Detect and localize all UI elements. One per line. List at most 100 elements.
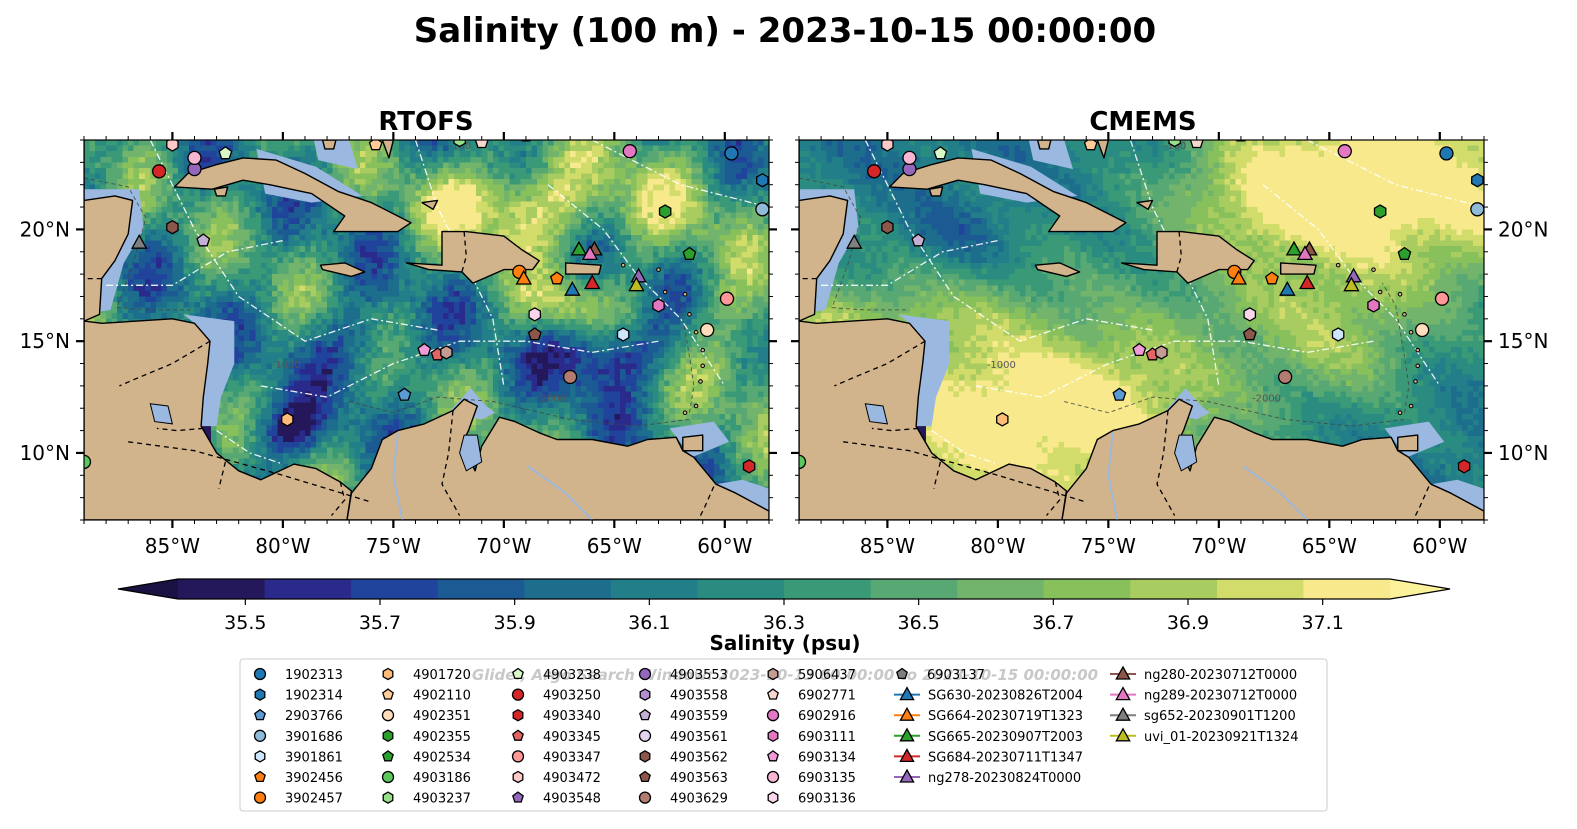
argo-float-6903134 — [1132, 342, 1147, 357]
legend-label: 4902534 — [413, 750, 471, 765]
glider-uvi_01-20230921T1324 — [1343, 276, 1360, 292]
legend-entry: 3902457 — [253, 791, 343, 807]
colorbar-segment — [1130, 579, 1218, 599]
argo-float-4903629 — [1277, 369, 1293, 385]
legend-label: 4903345 — [543, 730, 601, 745]
legend-label: 4903340 — [543, 709, 601, 724]
glider-SG665-20230907T2003 — [570, 240, 588, 256]
glider-ng289-20230712T0000 — [1296, 245, 1314, 261]
legend-entry: 4903347 — [511, 750, 601, 765]
legend-label: 1902314 — [285, 689, 343, 704]
argo-float-6903111 — [1367, 298, 1380, 313]
argo-float-3901686 — [1470, 202, 1484, 217]
lon-tick-label: 65°W — [1302, 534, 1357, 558]
legend-entry: 4902110 — [382, 688, 471, 704]
glider-SG665-20230907T2003 — [1285, 240, 1303, 256]
legend-entry: SG684-20230711T1347 — [894, 748, 1083, 765]
legend: Glider, Argo Search Window: 2023-10-13 0… — [239, 658, 1328, 812]
colorbar-tick-label: 36.7 — [1032, 612, 1074, 634]
colorbar-tick-label: 35.5 — [224, 612, 266, 634]
argo-float-3901861 — [1331, 327, 1345, 342]
legend-label: 4903548 — [543, 792, 601, 807]
legend-entry: 4903561 — [638, 729, 728, 745]
colorbar-segment — [610, 579, 698, 599]
legend-entry: 6903136 — [767, 791, 856, 807]
colorbar-tick-label: 36.1 — [628, 612, 670, 634]
argo-float-6902771 — [474, 140, 489, 149]
legend-entry: 4903563 — [639, 770, 728, 786]
glider-ng289-20230712T0000 — [581, 245, 599, 261]
lat-tick-label: 15°N — [20, 329, 70, 353]
legend-entry: 4903548 — [512, 791, 601, 807]
legend-label: SG630-20230826T2004 — [928, 689, 1083, 704]
glider-sg652-20230901T1200 — [131, 233, 148, 249]
legend-label: 3902457 — [285, 792, 343, 807]
legend-label: 6903136 — [798, 792, 856, 807]
legend-entry: 4902355 — [382, 729, 471, 745]
argo-float-4903250 — [866, 164, 882, 179]
argo-float-5906437 — [440, 345, 453, 360]
legend-label: 4902351 — [413, 709, 471, 724]
glider-SG684-20230711T1347 — [1299, 274, 1316, 290]
legend-label: 6902771 — [798, 689, 856, 704]
legend-entry: 4903237 — [382, 791, 471, 807]
lon-tick-label: 75°W — [1081, 534, 1136, 558]
legend-label: 4901720 — [413, 668, 471, 683]
legend-label: SG664-20230719T1323 — [928, 709, 1083, 724]
colorbar-tick-label: 35.7 — [359, 612, 401, 634]
colorbar-tick-label: 36.9 — [1167, 612, 1209, 634]
argo-float-6902771 — [1189, 140, 1204, 149]
argo-float-4902351 — [699, 322, 715, 338]
legend-label: 4903238 — [543, 668, 601, 683]
argo-float-4903340 — [742, 459, 756, 474]
argo-float-4901720 — [281, 412, 294, 427]
legend-label: 4903553 — [670, 668, 728, 683]
legend-entry: 6902916 — [766, 709, 856, 724]
colorbar-extend-high — [1390, 579, 1450, 599]
legend-entry: SG664-20230719T1323 — [894, 706, 1083, 724]
glider-SG664-20230719T1323 — [515, 269, 533, 285]
argo-float-4903237 — [1168, 140, 1181, 148]
argo-float-4902534 — [682, 246, 697, 260]
contour-label: -2000 — [1252, 394, 1281, 405]
colorbar-segment — [178, 579, 266, 599]
colorbar-segment — [264, 579, 352, 599]
legend-label: 4903237 — [413, 792, 471, 807]
argo-float-1902313 — [1439, 146, 1454, 161]
map-panel-rtofs: -100-1000-200085°W80°W75°W70°W65°W60°W20… — [20, 132, 777, 558]
legend-label: 4903558 — [670, 689, 728, 704]
argo-float-4903186 — [84, 454, 92, 470]
panel-title-cmems: CMEMS — [1089, 107, 1196, 137]
lon-tick-label: 85°W — [860, 534, 915, 558]
lat-tick-label: 10°N — [1498, 441, 1548, 465]
argo-float-4903563 — [1242, 327, 1257, 341]
argo-float-4903559 — [911, 233, 926, 247]
argo-float-6903135 — [187, 150, 202, 166]
colorbar-tick-label: 35.9 — [494, 612, 536, 634]
lat-tick-label: 15°N — [1498, 329, 1548, 353]
colorbar-segment — [697, 579, 785, 599]
argo-float-4903562 — [166, 219, 179, 235]
legend-label: 6903137 — [927, 668, 985, 683]
colorbar-label: Salinity (psu) — [709, 631, 860, 655]
glider-sg652-20230901T1200 — [846, 233, 863, 249]
argo-float-3901861 — [616, 327, 630, 342]
legend-label: 4902110 — [413, 689, 471, 704]
argo-float-4902534 — [1397, 246, 1412, 260]
legend-entry: 4903472 — [512, 770, 601, 786]
legend-entry: SG665-20230907T2003 — [894, 727, 1083, 745]
argo-float-4902355 — [658, 204, 672, 219]
search-window-watermark: Glider, Argo Search Window: 2023-10-13 0… — [472, 666, 1098, 684]
colorbar-segment — [1043, 579, 1131, 599]
legend-entry: 4901720 — [382, 667, 471, 683]
legend-entry: 4903629 — [638, 791, 728, 807]
legend-label: uvi_01-20230921T1324 — [1144, 730, 1298, 745]
argo-float-4903250 — [151, 164, 167, 179]
argo-float-4902355 — [1373, 204, 1387, 219]
argo-float-1902314 — [756, 172, 769, 188]
legend-entry: 4902534 — [382, 750, 471, 765]
colorbar-segment — [524, 579, 612, 599]
legend-label: 4903186 — [413, 771, 471, 786]
argo-float-4903186 — [799, 454, 807, 470]
